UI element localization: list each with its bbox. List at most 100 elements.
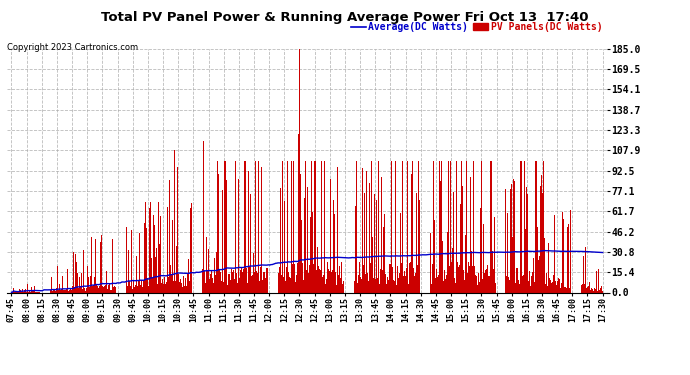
Bar [41,291,43,292]
Bar [71,290,72,292]
Bar [163,284,164,292]
Bar [279,267,280,292]
Bar [309,266,310,292]
Bar [293,161,294,292]
Bar [388,280,389,292]
Bar [598,270,599,292]
Bar [464,280,465,292]
Bar [364,193,365,292]
Bar [160,216,161,292]
Bar [329,271,330,292]
Bar [419,201,420,292]
Bar [239,278,240,292]
Bar [415,193,417,292]
Bar [442,241,443,292]
Bar [584,284,585,292]
Bar [82,289,83,292]
Bar [52,291,53,292]
Bar [536,161,537,292]
Bar [580,269,582,292]
Bar [527,194,528,292]
Bar [469,266,470,292]
Bar [97,286,98,292]
Bar [173,281,174,292]
Bar [153,215,154,292]
Bar [358,275,359,292]
Bar [459,265,460,292]
Bar [511,184,512,292]
Bar [449,266,450,292]
Bar [348,275,349,292]
Bar [272,275,273,292]
Bar [336,285,337,292]
Bar [509,280,511,292]
Bar [137,285,138,292]
Bar [256,271,257,292]
Bar [80,287,81,292]
Bar [246,268,247,292]
Bar [467,273,468,292]
Bar [302,263,303,292]
Bar [29,291,30,292]
Bar [530,286,531,292]
Bar [93,285,94,292]
Bar [548,243,549,292]
Bar [414,276,415,292]
Bar [149,209,150,292]
Bar [91,237,92,292]
Bar [568,224,569,292]
Bar [493,217,495,292]
Bar [495,237,497,292]
Bar [422,262,424,292]
Bar [369,183,370,292]
Bar [373,278,374,292]
Bar [321,161,322,292]
Bar [114,286,115,292]
Bar [86,288,87,292]
Bar [320,270,321,292]
Bar [552,282,553,292]
Bar [70,289,71,292]
Bar [184,286,185,292]
Bar [215,274,216,292]
Bar [465,236,466,292]
Bar [46,291,48,292]
Bar [95,239,96,292]
Bar [457,262,458,292]
Bar [458,267,459,292]
Bar [545,284,546,292]
Bar [461,161,462,292]
Bar [556,285,557,292]
Bar [233,270,234,292]
Bar [89,287,90,292]
Bar [234,279,235,292]
Bar [507,213,509,292]
Bar [551,283,552,292]
Bar [394,280,395,292]
Bar [96,285,97,292]
Bar [230,280,231,292]
Bar [350,201,351,292]
Bar [289,277,290,292]
Bar [262,280,263,292]
Bar [109,283,110,292]
Bar [318,267,319,292]
Bar [39,291,41,292]
Bar [448,161,449,292]
Bar [482,279,483,292]
Bar [165,284,166,292]
Bar [473,161,474,292]
Bar [470,177,471,292]
Legend: Average(DC Watts), PV Panels(DC Watts): Average(DC Watts), PV Panels(DC Watts) [351,22,602,32]
Bar [535,161,536,292]
Bar [48,287,50,292]
Bar [228,274,229,292]
Bar [268,276,270,292]
Bar [290,278,291,292]
Bar [304,198,305,292]
Bar [177,167,178,292]
Bar [582,284,583,292]
Bar [180,279,181,292]
Bar [592,289,593,292]
Bar [371,161,372,292]
